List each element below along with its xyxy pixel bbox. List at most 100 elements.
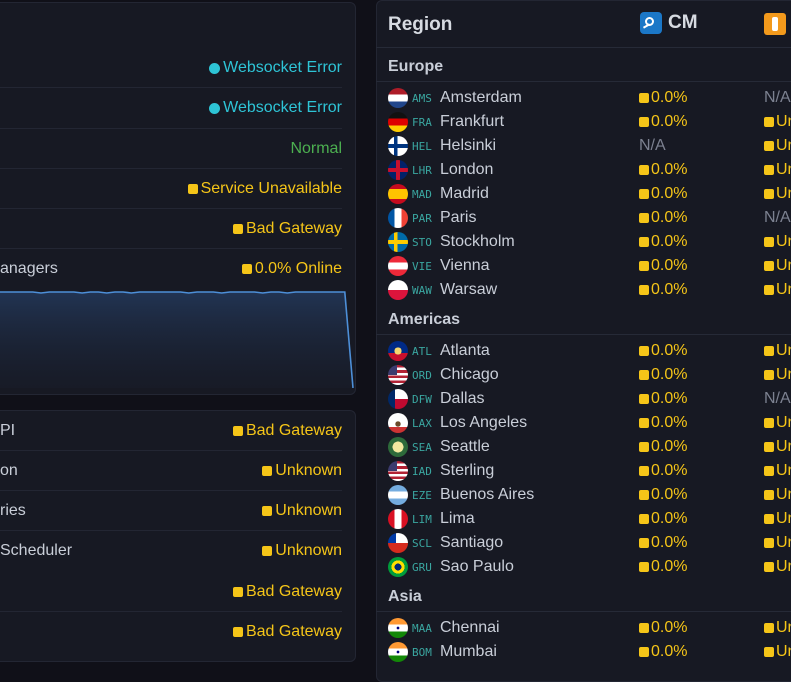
region-code: LAX xyxy=(412,417,432,430)
service-row[interactable]: Websocket Error xyxy=(0,97,342,129)
cm-status: 0.0% xyxy=(639,534,687,552)
gc-status: Un xyxy=(764,366,791,384)
cm-status-text: N/A xyxy=(639,137,666,154)
ar-flag-icon xyxy=(388,485,408,505)
status-indicator-icon xyxy=(241,264,252,274)
group-divider xyxy=(376,611,791,612)
region-row[interactable]: VIE Vienna 0.0% Un xyxy=(388,254,791,278)
region-row[interactable]: AMS Amsterdam 0.0% N/A xyxy=(388,86,791,110)
region-code: BOM xyxy=(412,646,432,659)
service-row[interactable]: Service Unavailable xyxy=(0,178,342,209)
cm-status-text: 0.0% xyxy=(651,510,688,527)
cm-status-text: 0.0% xyxy=(651,281,688,298)
service-name: on xyxy=(0,462,18,479)
gc-status-text: Un xyxy=(776,281,791,298)
gc-status: Un xyxy=(764,414,791,432)
service-row[interactable]: ries Unknown xyxy=(0,500,342,531)
region-row[interactable]: IAD Sterling 0.0% Un xyxy=(388,459,791,483)
service-status: Bad Gateway xyxy=(232,220,342,238)
gc-status: Un xyxy=(764,185,791,203)
region-code: AMS xyxy=(412,92,432,105)
region-row[interactable]: WAW Warsaw 0.0% Un xyxy=(388,278,791,302)
status-text: Bad Gateway xyxy=(245,583,342,600)
wa-flag-icon xyxy=(388,437,408,457)
gc-status-text: Un xyxy=(776,510,791,527)
br-flag-icon xyxy=(388,557,408,577)
region-row[interactable]: FRA Frankfurt 0.0% Un xyxy=(388,110,791,134)
region-city: London xyxy=(440,161,494,178)
gc-status-text: Un xyxy=(776,113,791,130)
status-indicator-icon xyxy=(209,102,221,114)
region-row[interactable]: LAX Los Angeles 0.0% Un xyxy=(388,411,791,435)
cm-column-header[interactable]: CM xyxy=(640,12,698,34)
cm-status: 0.0% xyxy=(639,161,687,179)
service-row[interactable]: Normal xyxy=(0,138,342,169)
service-row[interactable]: anagers 0.0% Online xyxy=(0,258,342,282)
ca-flag-icon xyxy=(388,413,408,433)
region-code: LHR xyxy=(412,164,432,177)
region-row[interactable]: PAR Paris 0.0% N/A xyxy=(388,206,791,230)
region-row[interactable]: LIM Lima 0.0% Un xyxy=(388,507,791,531)
region-city: Santiago xyxy=(440,534,504,551)
gc-status-text: Un xyxy=(776,257,791,274)
region-column-header[interactable]: Region xyxy=(388,14,453,35)
region-code: HEL xyxy=(412,140,432,153)
status-indicator-icon xyxy=(187,184,198,194)
status-indicator-icon xyxy=(209,62,221,74)
cm-status: 0.0% xyxy=(639,438,687,456)
region-city: Chicago xyxy=(440,366,499,383)
region-row[interactable]: ORD Chicago 0.0% Un xyxy=(388,363,791,387)
cm-status: 0.0% xyxy=(639,89,687,107)
region-row[interactable]: MAD Madrid 0.0% Un xyxy=(388,182,791,206)
online-graph xyxy=(0,291,354,388)
service-row[interactable]: Bad Gateway xyxy=(0,581,342,612)
fi-flag-icon xyxy=(388,136,408,156)
service-status: Bad Gateway xyxy=(232,623,342,641)
service-row[interactable]: Bad Gateway xyxy=(0,218,342,249)
service-status: Unknown xyxy=(262,462,342,480)
region-row[interactable]: DFW Dallas 0.0% N/A xyxy=(388,387,791,411)
status-indicator-icon xyxy=(764,346,774,356)
status-indicator-icon xyxy=(639,647,649,657)
status-text: Unknown xyxy=(275,502,342,519)
cm-status: 0.0% xyxy=(639,414,687,432)
status-text: Websocket Error xyxy=(223,99,342,116)
status-indicator-icon xyxy=(639,117,649,127)
service-status: Normal xyxy=(290,140,342,158)
region-row[interactable]: SCL Santiago 0.0% Un xyxy=(388,531,791,555)
gc-status-text: Un xyxy=(776,161,791,178)
region-row[interactable]: MAA Chennai 0.0% Un xyxy=(388,616,791,640)
region-city: Warsaw xyxy=(440,281,498,298)
region-row[interactable]: EZE Buenos Aires 0.0% Un xyxy=(388,483,791,507)
service-status: Unknown xyxy=(262,542,342,560)
status-indicator-icon xyxy=(764,117,774,127)
service-row[interactable]: Scheduler Unknown xyxy=(0,540,342,571)
region-row[interactable]: BOM Mumbai 0.0% Un xyxy=(388,640,791,664)
graph-area xyxy=(0,292,353,388)
service-row[interactable]: Bad Gateway xyxy=(0,621,342,645)
region-row[interactable]: SEA Seattle 0.0% Un xyxy=(388,435,791,459)
status-indicator-icon xyxy=(639,466,649,476)
region-row[interactable]: GRU Sao Paulo 0.0% Un xyxy=(388,555,791,579)
service-row[interactable]: on Unknown xyxy=(0,460,342,491)
service-status: Bad Gateway xyxy=(232,422,342,440)
gc-status-text: Un xyxy=(776,414,791,431)
counter-strike-icon[interactable] xyxy=(764,13,786,35)
header-divider xyxy=(376,47,791,48)
status-indicator-icon xyxy=(639,562,649,572)
cm-status-text: 0.0% xyxy=(651,185,688,202)
service-status: 0.0% Online xyxy=(241,260,342,278)
region-code: LIM xyxy=(412,513,432,526)
group-divider xyxy=(376,334,791,335)
service-row[interactable]: Websocket Error xyxy=(0,57,342,88)
status-indicator-icon xyxy=(764,647,774,657)
region-row[interactable]: LHR London 0.0% Un xyxy=(388,158,791,182)
region-city: Helsinki xyxy=(440,137,497,154)
region-row[interactable]: ATL Atlanta 0.0% Un xyxy=(388,339,791,363)
status-text: Bad Gateway xyxy=(245,220,342,237)
region-row[interactable]: HEL Helsinki N/A Un xyxy=(388,134,791,158)
status-indicator-icon xyxy=(764,261,774,271)
service-row[interactable]: PI Bad Gateway xyxy=(0,420,342,451)
region-row[interactable]: STO Stockholm 0.0% Un xyxy=(388,230,791,254)
tx-flag-icon xyxy=(388,389,408,409)
